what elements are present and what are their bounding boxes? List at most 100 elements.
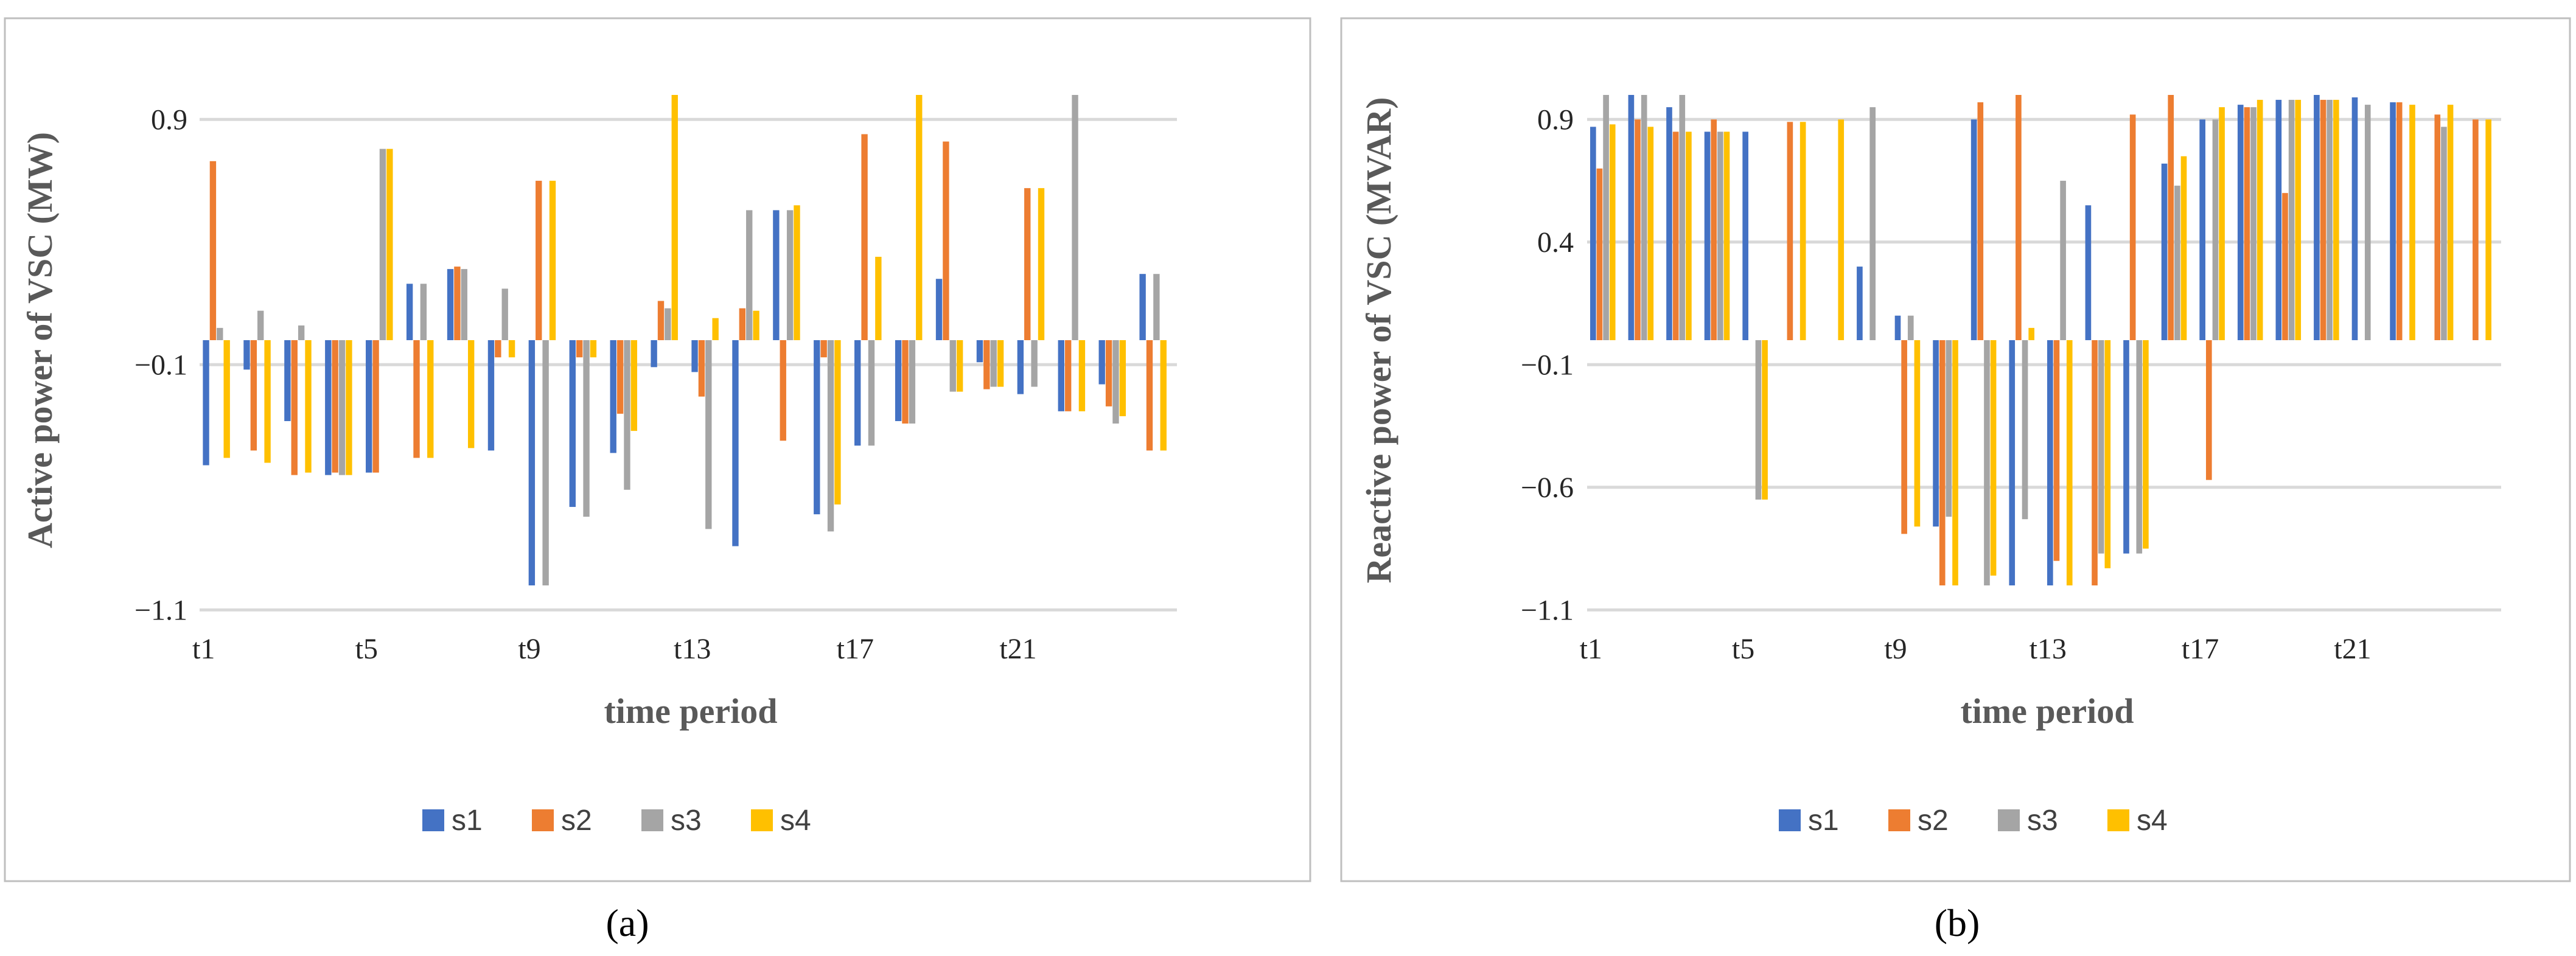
bar-s1-t4 bbox=[1704, 131, 1711, 340]
bar-s4-t17 bbox=[875, 256, 882, 340]
bar-s4-t19 bbox=[2295, 100, 2302, 340]
bar-s3-t23 bbox=[2441, 127, 2447, 340]
bar-s2-t19 bbox=[2282, 193, 2288, 340]
bar-s3-t2 bbox=[257, 310, 264, 340]
bar-s2-t23 bbox=[1105, 340, 1112, 406]
bar-s1-t20 bbox=[976, 340, 983, 363]
bar-s1-t22 bbox=[1058, 340, 1064, 411]
bar-s4-t5 bbox=[1762, 340, 1768, 500]
x-tick-label: t1 bbox=[1580, 633, 1602, 665]
bar-s3-t3 bbox=[298, 325, 305, 340]
bar-s3-t15 bbox=[786, 210, 794, 340]
bar-s4-t15 bbox=[2143, 340, 2149, 549]
bar-s3-t3 bbox=[1679, 95, 1686, 340]
bar-s4-t4 bbox=[346, 340, 352, 475]
legend-swatch-s2 bbox=[532, 809, 554, 831]
legend-label-s1: s1 bbox=[1808, 804, 1839, 837]
chart-panel-a: 0.9 −0.1 −1.1t1 t5 t9 t13 t17 t21 time period Act… bbox=[4, 17, 1311, 944]
y-tick-label: −0.1 bbox=[1521, 349, 1574, 381]
bar-s1-t19 bbox=[935, 279, 943, 340]
chart-panel-b: 0.9 0.4 −0.1 −0.6 −1.1t1 t5 t9 t13 t17 t21 time pe… bbox=[1340, 17, 2571, 944]
bar-s2-t10 bbox=[576, 340, 583, 358]
bar-s3-t17 bbox=[2212, 119, 2219, 341]
bar-s2-t7 bbox=[454, 267, 461, 340]
bar-s4-t6 bbox=[427, 340, 434, 458]
bar-s2-t12 bbox=[657, 301, 665, 340]
bar-s4-t16 bbox=[2180, 156, 2187, 340]
x-tick-label: t21 bbox=[2334, 633, 2371, 665]
bar-s2-t19 bbox=[943, 141, 949, 340]
legend-label-s1: s1 bbox=[452, 804, 483, 837]
bar-s3-t13 bbox=[705, 340, 712, 529]
bar-s3-t11 bbox=[1984, 340, 1990, 585]
x-tick-label: t21 bbox=[999, 633, 1036, 665]
y-tick-label: 0.4 bbox=[1537, 226, 1574, 259]
bar-s2-t24 bbox=[1146, 340, 1153, 451]
legend-swatch-s3 bbox=[1998, 809, 2020, 831]
x-tick-label: t5 bbox=[1732, 633, 1754, 665]
bar-s4-t11 bbox=[630, 340, 638, 431]
bar-s1-t3 bbox=[1666, 107, 1672, 340]
bar-s4-t23 bbox=[1119, 340, 1126, 416]
bar-s4-t17 bbox=[2219, 107, 2225, 340]
bar-s1-t17 bbox=[2199, 119, 2205, 341]
bar-s3-t4 bbox=[338, 340, 346, 475]
bar-s2-t24 bbox=[2473, 119, 2479, 341]
bar-s3-t16 bbox=[2174, 186, 2180, 340]
bar-s3-t15 bbox=[2136, 340, 2143, 554]
bar-s4-t2 bbox=[1647, 127, 1654, 340]
bar-s4-t7 bbox=[1838, 119, 1845, 341]
y-tick-label: −0.1 bbox=[134, 349, 187, 381]
bar-s2-t9 bbox=[536, 181, 542, 340]
bar-s3-t20 bbox=[2326, 100, 2333, 340]
bar-s1-t10 bbox=[569, 340, 576, 508]
bar-s4-t22 bbox=[2409, 105, 2415, 340]
y-axis-title: Active power of VSC (MW) bbox=[20, 132, 60, 548]
x-tick-label: t9 bbox=[1884, 633, 1907, 665]
bar-s2-t9 bbox=[1901, 340, 1907, 534]
bar-s4-t22 bbox=[1078, 340, 1086, 411]
bar-s1-t9 bbox=[1894, 315, 1901, 340]
panel-label: (b) bbox=[1935, 901, 1980, 944]
bar-s3-t5 bbox=[379, 148, 386, 340]
bar-s1-t13 bbox=[2047, 340, 2053, 585]
y-tick-label: −1.1 bbox=[134, 594, 187, 626]
x-tick-label: t9 bbox=[518, 633, 540, 665]
bar-s1-t15 bbox=[2123, 340, 2129, 554]
bar-s3-t10 bbox=[1946, 340, 1952, 517]
bar-s4-t1 bbox=[1609, 124, 1616, 341]
bar-s4-t18 bbox=[2257, 100, 2263, 340]
bar-s2-t14 bbox=[2092, 340, 2098, 585]
legend-swatch-s2 bbox=[1888, 809, 1910, 831]
bar-s4-t24 bbox=[2485, 119, 2491, 341]
bar-s2-t18 bbox=[2244, 107, 2250, 340]
legend-label-s4: s4 bbox=[780, 804, 811, 837]
bar-s4-t15 bbox=[794, 205, 800, 340]
bar-s3-t11 bbox=[624, 340, 630, 490]
bar-s3-t8 bbox=[1869, 107, 1876, 340]
legend-swatch-s4 bbox=[751, 809, 773, 831]
bar-s1-t5 bbox=[366, 340, 372, 473]
bar-s4-t7 bbox=[467, 340, 475, 448]
bar-s1-t24 bbox=[1139, 274, 1146, 340]
bar-s3-t19 bbox=[949, 340, 956, 392]
bar-s3-t7 bbox=[461, 269, 467, 340]
bar-s1-t15 bbox=[773, 210, 780, 340]
bar-s1-t18 bbox=[2237, 105, 2244, 340]
bar-s3-t23 bbox=[1112, 340, 1119, 424]
bar-s2-t1 bbox=[1596, 168, 1603, 340]
bar-s4-t12 bbox=[671, 95, 678, 340]
bar-s3-t16 bbox=[827, 340, 834, 532]
bar-s1-t5 bbox=[1742, 131, 1748, 340]
bar-s2-t3 bbox=[1672, 131, 1679, 340]
legend-label-s4: s4 bbox=[2137, 804, 2168, 837]
bar-s4-t20 bbox=[2333, 100, 2339, 340]
bar-s3-t22 bbox=[1072, 95, 1078, 340]
bar-s4-t14 bbox=[753, 310, 759, 340]
bar-s1-t14 bbox=[732, 340, 739, 546]
bar-s4-t16 bbox=[834, 340, 841, 505]
bar-s3-t21 bbox=[1031, 340, 1038, 387]
bar-s2-t1 bbox=[209, 161, 217, 340]
bar-s2-t11 bbox=[616, 340, 624, 414]
bar-s1-t10 bbox=[1933, 340, 1939, 527]
